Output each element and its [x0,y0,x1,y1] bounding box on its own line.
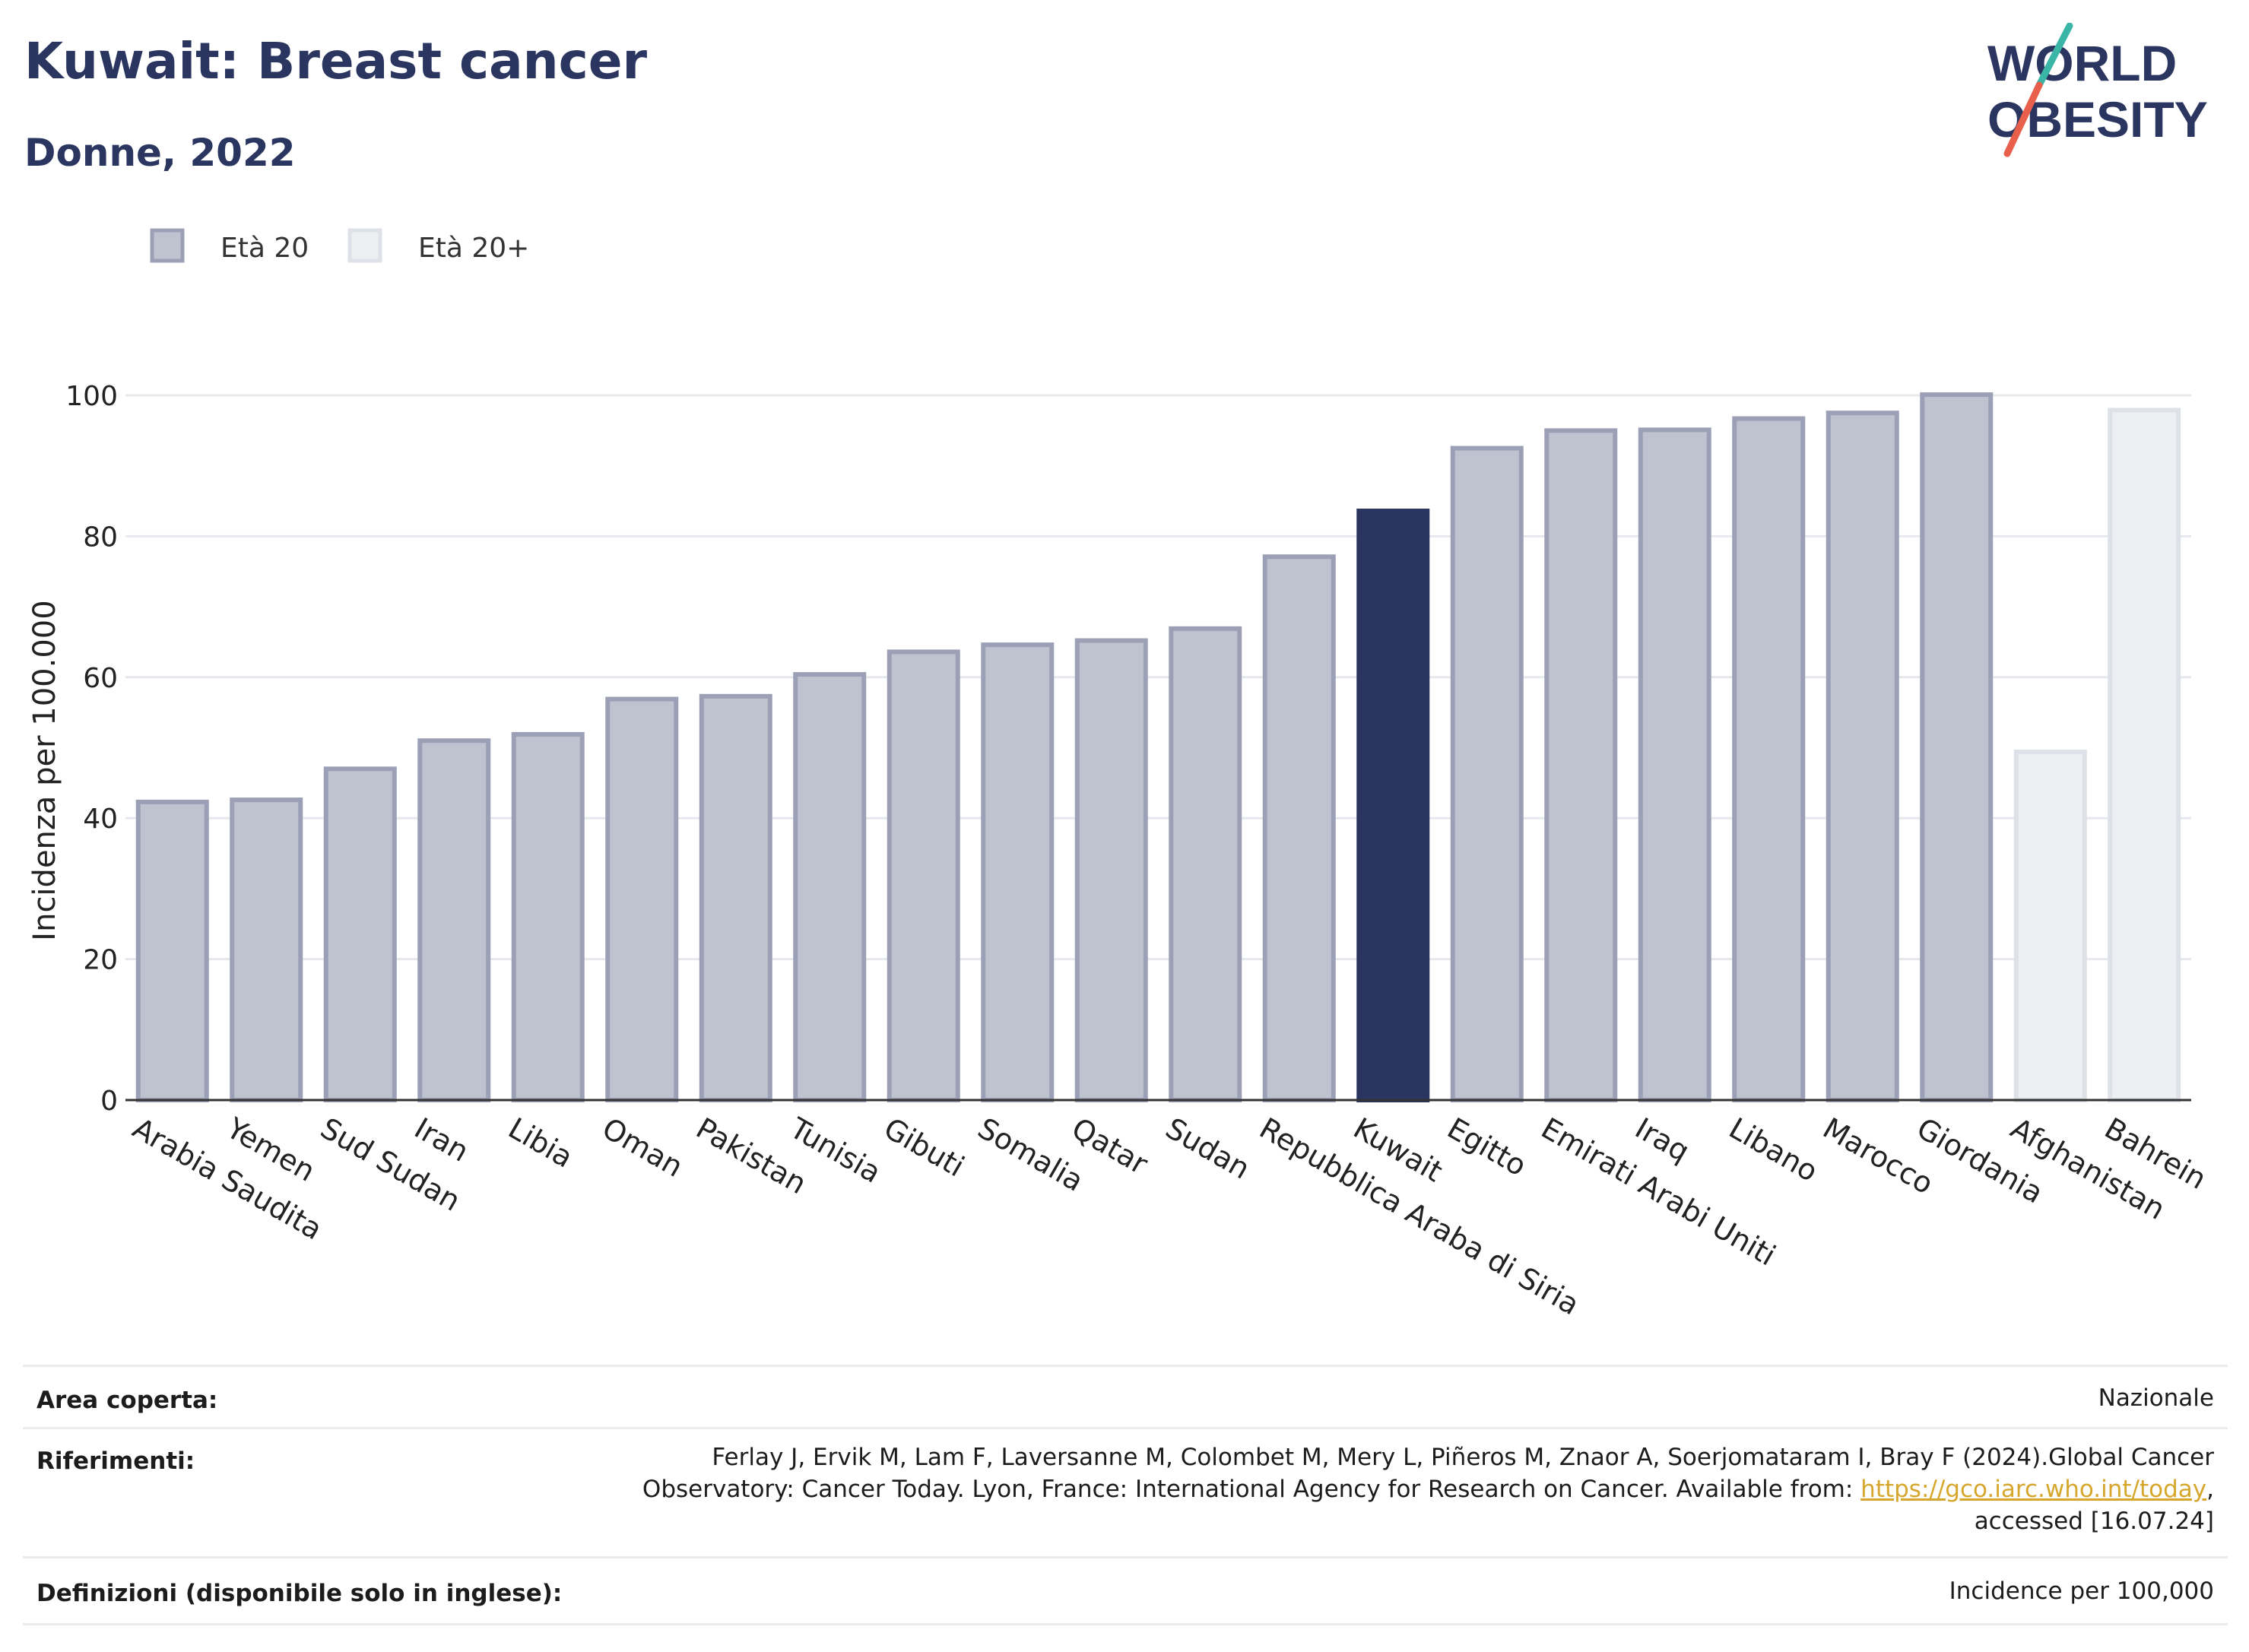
references-line2: Observatory: Cancer Today. Lyon, France:… [642,1473,2214,1505]
references-link[interactable]: https://gco.iarc.who.int/today [1860,1476,2207,1503]
x-tick-label-3: Iran [409,1111,474,1168]
page-subtitle: Donne, 2022 [24,131,296,175]
references-line2-suffix: , [2206,1476,2214,1503]
x-tick-label-8: Gibuti [878,1111,969,1184]
y-tick-label-2: 40 [83,804,118,835]
y-tick-label-1: 20 [83,945,118,976]
bar-bahrein[interactable] [2108,407,2181,1102]
references-value: Ferlay J, Ervik M, Lam F, Laversanne M, … [642,1441,2214,1537]
chart-legend: Età 20 Età 20+ [150,228,529,264]
bar-sud-sudan[interactable] [323,766,397,1102]
area-value: Nazionale [2098,1384,2214,1412]
legend-swatch-1 [347,228,382,263]
bar-arabia-saudita[interactable] [135,799,209,1103]
references-line3: accessed [16.07.24] [1974,1508,2214,1535]
bar-pakistan[interactable] [699,693,772,1102]
bar-iran[interactable] [417,738,491,1102]
x-tick-label-17: Libano [1724,1111,1824,1188]
bar-emirati-arabi-uniti[interactable] [1544,428,1618,1102]
bar-kuwait[interactable] [1356,509,1430,1102]
bar-tunisia[interactable] [793,672,867,1102]
footer-row-area: Area coperta: Nazionale [23,1365,2228,1429]
bar-egitto[interactable] [1450,446,1524,1102]
chart-bars [135,392,2181,1103]
definitions-value: Incidence per 100,000 [1949,1577,2214,1605]
bar-repubblica-araba-di-siria[interactable] [1262,554,1336,1102]
legend-label-0: Età 20 [220,233,309,264]
bar-libia[interactable] [511,731,585,1103]
x-tick-label-11: Sudan [1160,1111,1256,1186]
bar-afghanistan[interactable] [2013,750,2087,1102]
definitions-label: Definizioni (disponibile solo in inglese… [36,1580,563,1607]
page-title: Kuwait: Breast cancer [24,32,648,90]
y-tick-label-0: 0 [100,1086,118,1117]
svg-text:WORLD: WORLD [1987,35,2177,91]
bar-yemen[interactable] [230,797,303,1103]
bar-marocco[interactable] [1826,411,1899,1102]
x-tick-label-5: Oman [597,1111,689,1184]
bar-somalia[interactable] [981,642,1055,1102]
footer-row-references: Riferimenti: Ferlay J, Ervik M, Lam F, L… [23,1427,2228,1558]
y-axis-ticks: 0 20 40 60 80 100 [65,381,118,1117]
area-label: Area coperta: [36,1387,218,1414]
footer-row-definitions: Definizioni (disponibile solo in inglese… [23,1556,2228,1625]
x-tick-label-14: Egitto [1442,1111,1532,1183]
x-tick-label-16: Iraq [1629,1111,1695,1168]
references-line2-prefix: Observatory: Cancer Today. Lyon, France:… [642,1476,1861,1503]
bar-gibuti[interactable] [887,649,960,1102]
bar-giordania[interactable] [1920,392,1994,1102]
bar-oman[interactable] [605,696,679,1102]
bar-qatar[interactable] [1074,638,1148,1102]
y-tick-label-3: 60 [83,663,118,694]
bar-libano[interactable] [1732,416,1806,1102]
legend-label-1: Età 20+ [418,233,529,264]
x-tick-label-9: Somalia [972,1111,1090,1198]
bar-sudan[interactable] [1169,626,1242,1102]
y-tick-label-5: 100 [65,381,118,412]
world-obesity-logo: WORLD OBESITY [1987,23,2208,157]
references-line1: Ferlay J, Ervik M, Lam F, Laversanne M, … [712,1444,2214,1471]
x-tick-label-4: Libia [503,1111,579,1175]
references-label: Riferimenti: [36,1447,195,1475]
y-tick-label-4: 80 [83,522,118,553]
y-axis-label: Incidenza per 100.000 [27,600,62,940]
bar-iraq[interactable] [1638,427,1711,1102]
legend-swatch-0 [150,228,185,263]
